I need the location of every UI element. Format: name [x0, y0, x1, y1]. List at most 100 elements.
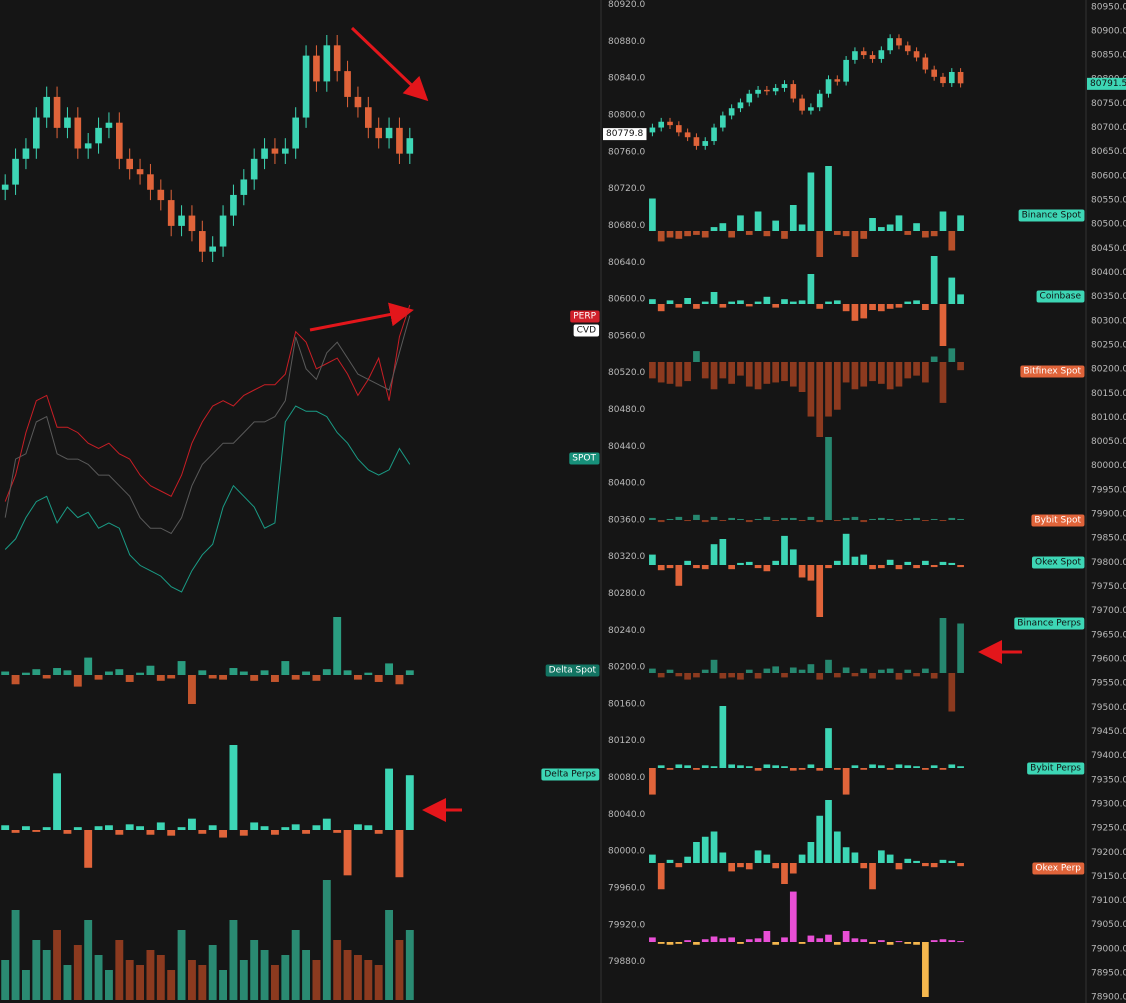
bar: [948, 517, 956, 520]
bar: [229, 745, 238, 830]
bar: [745, 669, 753, 673]
candle-body: [354, 96, 362, 108]
bar: [754, 768, 762, 771]
bar: [710, 544, 718, 565]
bar: [878, 304, 885, 312]
candle-body: [816, 93, 823, 108]
bar: [693, 351, 700, 362]
bar: [878, 765, 885, 768]
bar: [21, 672, 30, 675]
bar: [939, 304, 947, 346]
bar: [878, 669, 885, 673]
y-tick-label: 80240.0: [608, 626, 645, 636]
bar: [904, 362, 912, 379]
candle-body: [913, 51, 920, 58]
bar: [684, 765, 691, 768]
bar: [833, 300, 841, 304]
bar: [939, 618, 947, 673]
series-label: CVD: [577, 326, 596, 336]
bar: [860, 863, 868, 869]
bar: [798, 362, 806, 392]
bar: [333, 830, 342, 833]
y-tick-label: 80900.0: [1091, 26, 1126, 36]
bar: [904, 561, 912, 565]
bar: [833, 362, 841, 410]
y-tick-label: 79600.0: [1091, 655, 1126, 665]
bar: [239, 960, 248, 1000]
bar: [649, 299, 656, 304]
bar: [939, 768, 947, 770]
bar: [270, 675, 279, 682]
bar: [895, 764, 903, 768]
bar: [675, 565, 683, 586]
bar: [922, 668, 929, 673]
bar: [939, 561, 947, 565]
bar: [657, 673, 665, 678]
bar: [798, 300, 806, 304]
y-tick-label: 80840.0: [608, 74, 645, 84]
candle-body: [105, 122, 113, 128]
bar: [816, 938, 824, 942]
candle-body: [887, 38, 893, 51]
bar: [333, 940, 342, 1000]
bar: [291, 930, 300, 1000]
candle-body: [115, 122, 123, 159]
bar: [737, 300, 744, 304]
bar: [84, 657, 93, 675]
bar: [177, 827, 186, 830]
bar: [666, 669, 674, 673]
series-label: Coinbase: [1040, 292, 1082, 302]
bar: [869, 565, 876, 570]
series-label: Delta Spot: [549, 666, 597, 676]
bar: [250, 940, 259, 1000]
bar: [385, 768, 394, 830]
bar: [878, 227, 885, 231]
bar: [833, 942, 841, 945]
bar: [728, 937, 735, 942]
series-line: [4, 405, 411, 593]
bar: [84, 920, 93, 1000]
bar: [125, 824, 134, 830]
bar: [666, 565, 674, 569]
bar: [842, 231, 850, 237]
bar: [948, 277, 956, 304]
bar: [675, 942, 683, 944]
bar: [260, 826, 269, 830]
series-label-box: [541, 768, 600, 781]
candle-body: [74, 117, 82, 149]
bar: [42, 675, 51, 679]
y-tick-label: 80200.0: [1091, 365, 1126, 375]
bar: [869, 304, 876, 310]
bar: [878, 517, 885, 520]
bar: [842, 847, 850, 863]
bar: [886, 559, 894, 565]
y-tick-label: 80150.0: [1091, 389, 1126, 399]
bar: [957, 294, 964, 304]
bar: [710, 766, 718, 768]
candle-body: [808, 107, 814, 111]
y-tick-label: 79300.0: [1091, 799, 1126, 809]
bar: [291, 675, 300, 680]
bar: [675, 304, 683, 308]
bar: [63, 965, 72, 1000]
bar: [312, 675, 321, 681]
bar: [860, 939, 868, 942]
y-tick-label: 80120.0: [608, 736, 645, 746]
bar: [666, 518, 674, 520]
bar: [763, 296, 771, 304]
candle-body: [43, 96, 51, 118]
bar: [807, 935, 815, 942]
y-tick-label: 80250.0: [1091, 340, 1126, 350]
candle-body: [790, 84, 797, 99]
bar: [167, 675, 176, 679]
bar: [745, 231, 753, 235]
bar: [53, 668, 62, 675]
bar: [719, 706, 727, 768]
bar: [807, 664, 815, 673]
y-tick-label: 80320.0: [608, 552, 645, 562]
series-label-box: [573, 324, 600, 337]
bar: [957, 941, 964, 943]
candle-body: [219, 215, 227, 247]
